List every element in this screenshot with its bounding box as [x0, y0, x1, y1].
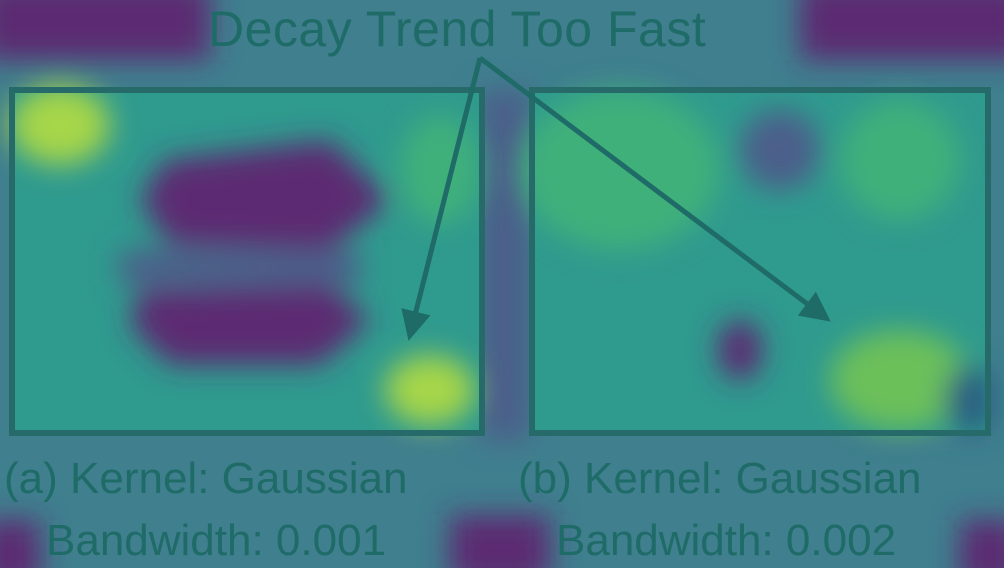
panel-b-caption-line2: Bandwidth: 0.002: [556, 516, 897, 565]
arrow-to-panel-b: [478, 56, 831, 322]
panel-a-caption-line2: Bandwidth: 0.001: [46, 516, 387, 565]
panel-b-heatmap: [520, 87, 995, 436]
panel-a-caption-line1: (a) Kernel: Gaussian: [4, 454, 408, 503]
panel-a-heatmap: [9, 85, 485, 436]
figure-title: Decay Trend Too Fast: [208, 1, 707, 57]
panel-b-caption-line1: (b) Kernel: Gaussian: [518, 454, 922, 503]
arrow-to-panel-a: [401, 57, 483, 341]
